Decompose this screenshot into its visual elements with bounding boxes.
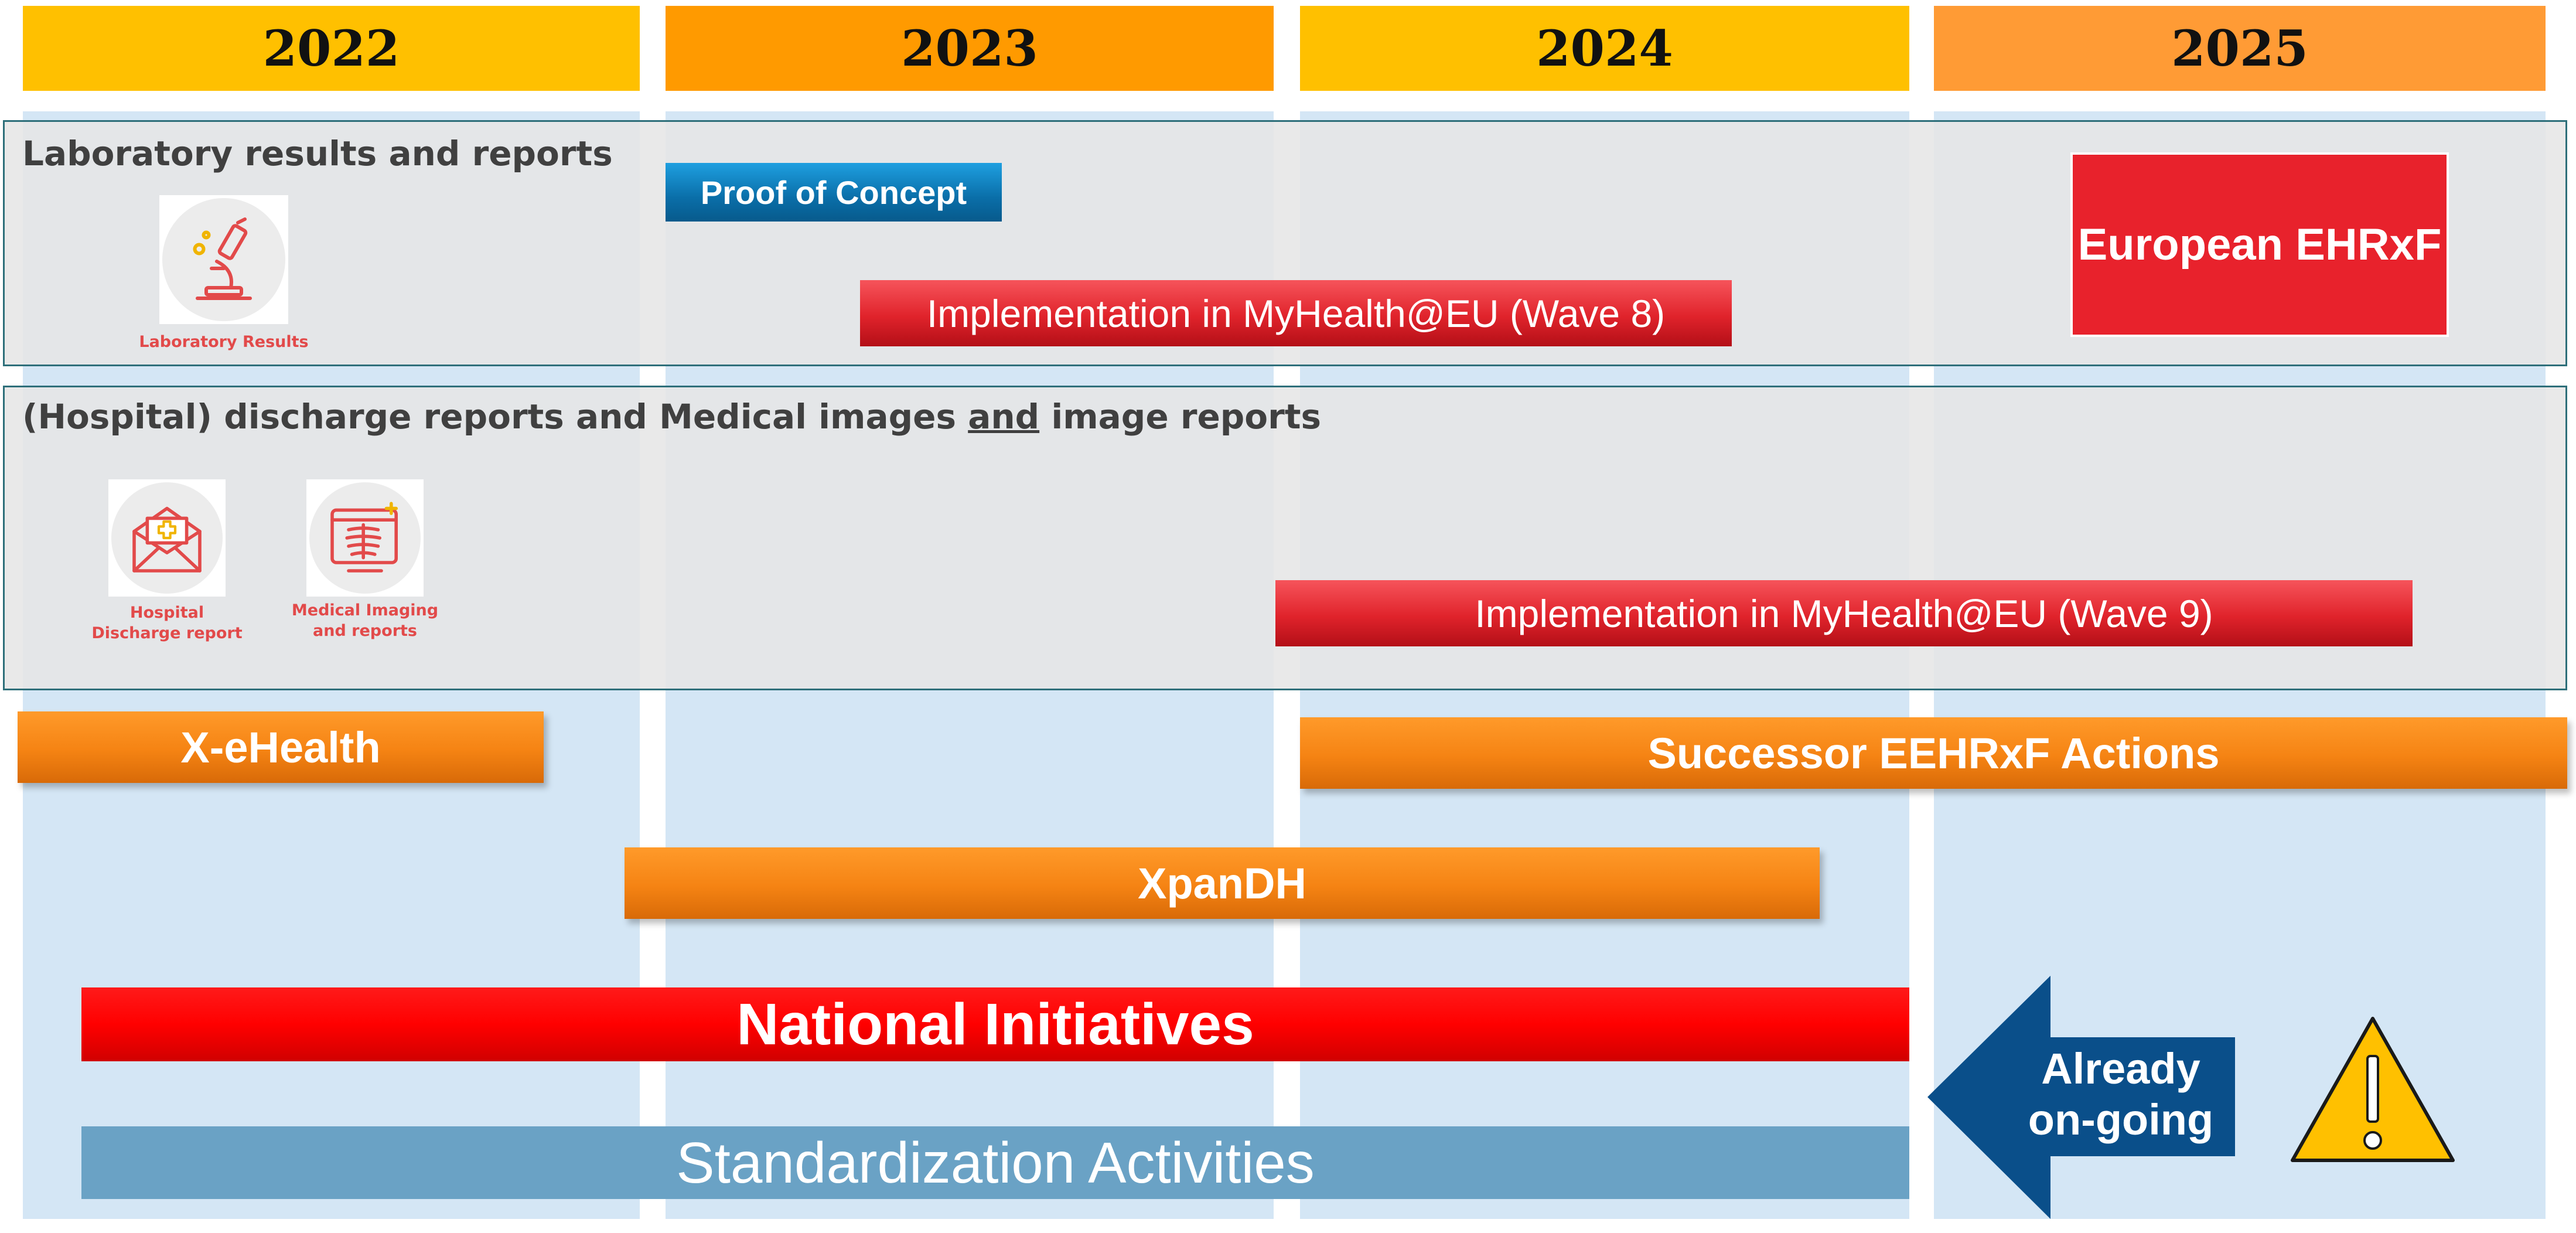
discharge-title-part2: image reports [1039,397,1322,437]
year-header-2024: 2024 [1300,6,1909,91]
xray-icon [330,502,398,573]
year-header-2025: 2025 [1934,6,2546,91]
arrow-left-icon [1927,976,2235,1219]
discharge-row-title: (Hospital) discharge reports and Medical… [22,397,1321,437]
x-ehealth-bar: X-eHealth [18,711,544,783]
xpandh-bar: XpanDH [625,847,1820,919]
wave8-implementation-bar: Implementation in MyHealth@EU (Wave 8) [860,280,1732,346]
medical-imaging-icon-tile [306,479,424,597]
hospital-discharge-icon-tile [108,479,226,597]
year-header-2022: 2022 [23,6,640,91]
medical-imaging-icon-caption: Medical Imaging and reports [291,601,439,641]
successor-eehrxf-actions-bar: Successor EEHRxF Actions [1300,717,2567,789]
discharge-title-part1: (Hospital) discharge reports and Medical… [22,397,968,437]
laboratory-icon-caption: Laboratory Results [139,333,309,351]
hospital-discharge-icon-caption: Hospital Discharge report [91,604,243,643]
standardization-activities-bar: Standardization Activities [81,1126,1909,1199]
envelope-medical-icon [132,506,202,573]
already-ongoing-arrow: Already on-going [1927,976,2238,1219]
arrow-text-line1: Already [2041,1044,2200,1093]
laboratory-icon-tile [159,195,288,324]
arrow-text-line2: on-going [2028,1095,2214,1145]
year-header-2023: 2023 [666,6,1274,91]
wave9-implementation-bar: Implementation in MyHealth@EU (Wave 9) [1275,580,2413,646]
national-initiatives-bar: National Initiatives [81,987,1909,1061]
warning-icon [2291,1017,2455,1162]
laboratory-row-title: Laboratory results and reports [22,134,613,173]
discharge-title-underlined: and [968,397,1040,437]
warning-sign [2288,1014,2458,1166]
microscope-icon [193,217,252,300]
european-ehrxf-box: European EHRxF [2070,152,2449,337]
proof-of-concept-bar: Proof of Concept [666,163,1002,222]
